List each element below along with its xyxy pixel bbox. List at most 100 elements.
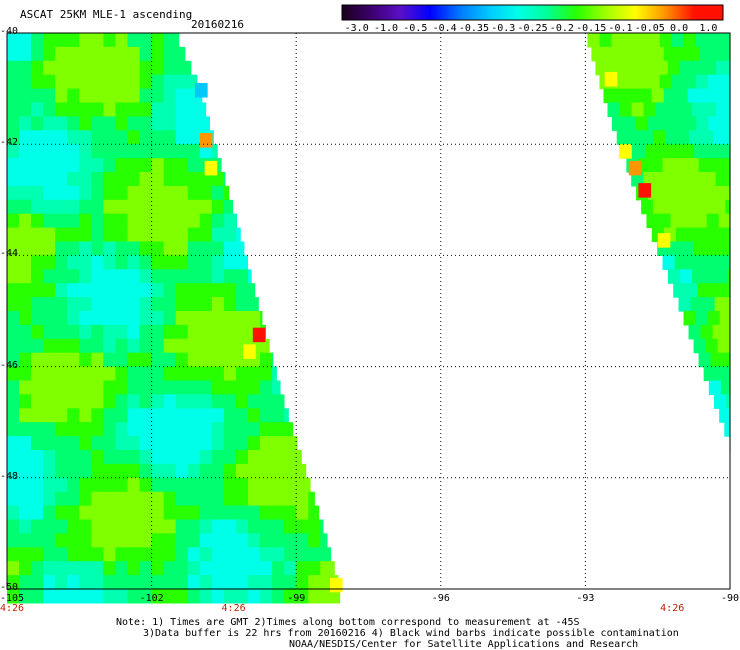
swath-cell xyxy=(703,172,717,187)
swath-cell xyxy=(235,561,249,576)
swath-cell xyxy=(19,269,32,284)
swath-cell xyxy=(211,297,225,312)
swath-cell xyxy=(67,589,80,604)
swath-cell xyxy=(260,366,273,382)
swath-cell xyxy=(139,158,153,173)
swath-cell xyxy=(187,408,201,423)
swath-cell xyxy=(55,102,68,117)
swath-cell xyxy=(103,241,117,256)
swath-cell xyxy=(211,547,225,562)
swath-cell xyxy=(235,450,249,465)
swath-cell xyxy=(55,88,68,104)
swath-cell xyxy=(187,297,201,312)
swath-cell xyxy=(163,408,177,423)
swath-cell xyxy=(91,477,104,493)
swath-cell xyxy=(7,589,20,604)
swath-cell xyxy=(296,547,309,562)
swath-cell xyxy=(187,185,201,201)
swath-cell xyxy=(127,491,141,507)
swath-cell xyxy=(320,547,332,562)
swath-cell xyxy=(623,74,637,90)
swath-cell xyxy=(199,199,213,215)
swath-cell xyxy=(187,311,201,326)
swath-cell xyxy=(151,283,165,298)
swath-cell xyxy=(211,130,214,145)
swath-cell xyxy=(19,505,32,521)
swath-cell xyxy=(115,269,129,284)
swath-cell xyxy=(187,463,201,479)
swath-cell xyxy=(19,477,32,493)
swath-cell xyxy=(67,547,80,562)
swath-cell xyxy=(223,463,237,479)
swath-cell xyxy=(79,491,92,507)
swath-cell xyxy=(248,505,261,521)
swath-cell xyxy=(223,199,234,215)
swath-cell xyxy=(717,241,731,256)
swath-cell xyxy=(115,366,129,382)
swath-cell xyxy=(235,324,249,340)
swath-cell xyxy=(248,283,256,298)
swath-cell xyxy=(19,297,32,312)
swath-cell xyxy=(31,352,44,368)
swath-cell xyxy=(320,589,333,604)
swath-cell xyxy=(115,380,129,395)
swath-cell xyxy=(67,436,80,451)
swath-cell xyxy=(223,505,237,521)
swath-cell xyxy=(187,450,201,465)
swath-cell xyxy=(248,436,261,451)
swath-cell xyxy=(43,33,56,48)
swath-cell xyxy=(31,533,44,548)
swath-cell xyxy=(163,561,177,576)
swath-cell xyxy=(223,172,226,187)
swath-cell xyxy=(7,505,20,521)
swath-cell xyxy=(7,60,20,76)
swath-cell xyxy=(211,311,225,326)
swath-cell xyxy=(248,269,252,284)
swath-cell xyxy=(31,519,44,534)
swath-cell xyxy=(151,241,165,256)
swath-cell xyxy=(151,450,165,465)
swath-cell xyxy=(296,491,309,507)
swath-cell xyxy=(103,185,117,201)
swath-cell xyxy=(115,46,129,62)
swath-cell xyxy=(260,394,273,409)
swath-cell xyxy=(308,491,315,507)
swath-cell xyxy=(187,158,201,173)
swath-cell xyxy=(260,505,273,521)
swath-cell xyxy=(727,366,731,382)
swath-cell xyxy=(260,477,273,493)
swath-cell xyxy=(103,60,117,76)
swath-cell xyxy=(67,338,80,354)
swath-cell xyxy=(151,380,165,395)
swath-cell xyxy=(139,255,153,270)
swath-cell xyxy=(648,116,661,131)
swath-cell xyxy=(187,491,201,507)
swath-cell xyxy=(669,241,682,256)
swath-cell xyxy=(79,227,92,243)
swath-cell xyxy=(687,46,701,62)
swath-cell xyxy=(55,144,68,159)
swath-cell xyxy=(699,46,713,62)
swath-cell xyxy=(199,324,213,340)
swath-cell xyxy=(211,450,225,465)
swath-cell xyxy=(7,144,20,159)
swath-cell xyxy=(103,575,117,590)
swath-cell xyxy=(115,88,129,104)
swath-cell xyxy=(91,408,104,423)
colorbar-label: -0.1 xyxy=(608,23,633,34)
swath-cell xyxy=(103,380,117,395)
swath-cell xyxy=(43,519,56,534)
swath-cell xyxy=(7,519,20,534)
swath-cell xyxy=(235,394,249,409)
swath-cell xyxy=(163,297,177,312)
swath-cell xyxy=(235,477,249,493)
swath-cell xyxy=(139,227,153,243)
colorbar-label: 0.0 xyxy=(670,23,689,34)
swath-cell xyxy=(151,199,165,215)
swath-cell xyxy=(603,88,617,104)
swath-cell xyxy=(187,519,201,534)
swath-cell xyxy=(308,561,321,576)
swath-cell xyxy=(139,519,153,534)
swath-cell xyxy=(19,185,32,201)
swath-cell xyxy=(260,491,273,507)
